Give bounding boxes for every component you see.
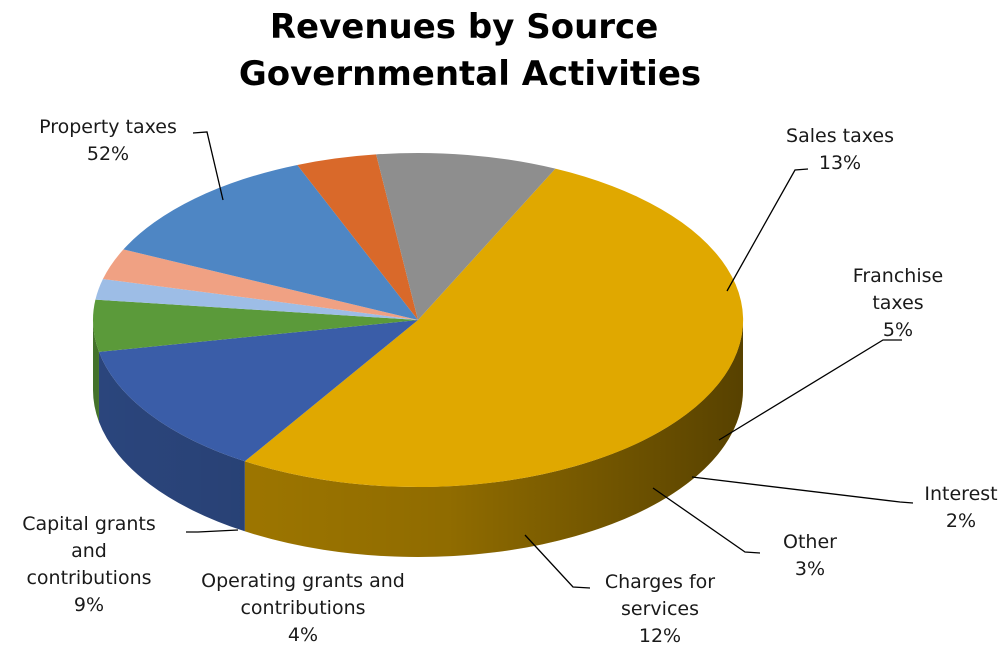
slice-label-other: Other 3% — [783, 531, 837, 580]
slice-name-capital-grants-and-contributions: contributions — [26, 567, 151, 589]
slice-name-property-taxes: Property taxes — [39, 116, 177, 138]
chart-title-line-2: Governmental Activities — [239, 54, 701, 94]
pie-slice-charges-for-services — [123, 164, 418, 320]
slice-name-capital-grants-and-contributions: and — [71, 540, 107, 562]
leader-line-capital-grants-and-contributions — [186, 529, 239, 533]
leader-line-property-taxes — [192, 131, 224, 201]
slice-name-capital-grants-and-contributions: Capital grants — [22, 513, 156, 535]
slice-name-operating-grants-and-contributions: Operating grants and — [201, 570, 405, 592]
leader-line-interest — [691, 476, 914, 504]
pie-slice-interest — [95, 279, 419, 320]
slice-label-franchise-taxes: Franchise taxes 5% — [853, 265, 943, 341]
slice-percent-sales-taxes: 13% — [819, 152, 861, 174]
slice-label-operating-grants-and-contributions: Operating grants and contributions 4% — [201, 570, 405, 646]
slice-name-sales-taxes: Sales taxes — [786, 125, 894, 147]
pie-slice-sales-taxes — [98, 320, 418, 462]
slice-labels: Property taxes 52% Sales taxes 13% Franchise… — [22, 116, 997, 647]
slice-name-franchise-taxes: Franchise — [853, 265, 943, 287]
slice-name-other: Other — [783, 531, 837, 553]
label-leader-lines — [186, 131, 914, 589]
slice-label-charges-for-services: Charges for services 12% — [605, 571, 715, 647]
slice-percent-charges-for-services: 12% — [639, 625, 681, 647]
pie-slice-franchise-taxes — [92, 299, 419, 352]
slice-label-capital-grants-and-contributions: Capital grants and contributions 9% — [22, 513, 156, 616]
leader-line-other — [652, 487, 761, 554]
pie-tops — [92, 153, 744, 488]
leader-line-charges-for-services — [524, 534, 591, 589]
slice-name-interest: Interest — [924, 483, 997, 505]
chart-title: Revenues by Source Governmental Activiti… — [239, 7, 701, 94]
slice-percent-franchise-taxes: 5% — [883, 319, 913, 341]
pie-slice-capital-grants-and-contributions — [376, 153, 556, 320]
slice-percent-interest: 2% — [946, 510, 976, 532]
slice-name-operating-grants-and-contributions: contributions — [240, 597, 365, 619]
pie-slice-operating-grants-and-contributions — [297, 154, 418, 320]
slice-label-sales-taxes: Sales taxes 13% — [786, 125, 894, 174]
slice-label-property-taxes: Property taxes 52% — [39, 116, 177, 165]
pie-slice-other — [102, 249, 419, 320]
pie-slice-property-taxes — [244, 168, 744, 488]
leader-line-franchise-taxes — [718, 339, 902, 441]
slice-percent-capital-grants-and-contributions: 9% — [74, 594, 104, 616]
slice-name-franchise-taxes: taxes — [872, 292, 923, 314]
slice-percent-other: 3% — [795, 558, 825, 580]
leader-line-sales-taxes — [726, 168, 809, 292]
pie-side-shading — [93, 320, 743, 558]
chart-title-line-1: Revenues by Source — [270, 7, 658, 47]
slice-name-charges-for-services: services — [621, 598, 699, 620]
slice-label-interest: Interest 2% — [924, 483, 997, 532]
slice-name-charges-for-services: Charges for — [605, 571, 715, 593]
slice-percent-operating-grants-and-contributions: 4% — [288, 624, 318, 646]
slice-percent-property-taxes: 52% — [87, 143, 129, 165]
